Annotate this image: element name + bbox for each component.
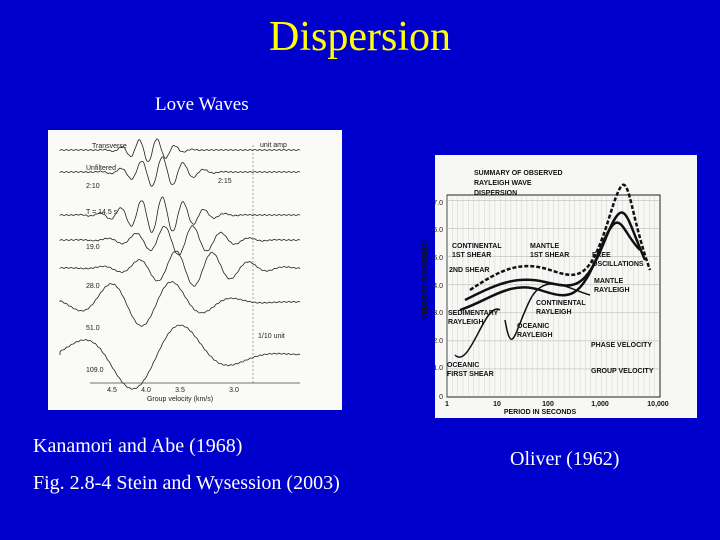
figure-title: DISPERSION [474,190,517,197]
y-tick-label: 7.0 [433,200,443,207]
x-tick-label: 4.5 [107,387,117,394]
figure-label: GROUP VELOCITY [591,368,654,375]
x-tick-label: 10,000 [647,401,669,408]
figure-label: 2:10 [86,183,100,190]
figure-label: MANTLE [530,243,559,250]
figure-label: 19.0 [86,244,100,251]
x-tick-label: 3.0 [229,387,239,394]
caption: Oliver (1962) [510,448,619,470]
trace [59,138,301,163]
figure-label: 1ST SHEAR [530,252,569,259]
trace [59,196,301,233]
x-tick-label: 10 [493,401,501,408]
x-axis-title: Group velocity (km/s) [147,396,213,403]
figure-label: SEDIMENTARY [448,310,499,317]
x-tick-label: 100 [542,401,554,408]
trace [59,156,301,187]
figure-label: 1ST SHEAR [452,252,491,259]
figure-label: 109.0 [86,367,104,374]
figure-label: MANTLE [594,278,623,285]
trace [59,250,301,287]
y-tick-label: 4.0 [433,283,443,290]
figure-label: OCEANIC [447,362,479,369]
figure-label: RAYLEIGH [448,319,484,326]
x-tick-label: 4.0 [141,387,151,394]
y-tick-label: 2.0 [433,338,443,345]
figure-label: 2:15 [218,178,232,185]
right-figure-content: 7.0 6.0 5.0 4.0 3.0 2.0 1.0 01 10 100 1,000 10,000 P… [422,170,669,416]
x-tick-label: 1 [445,401,449,408]
figure-label: Unfiltered [86,165,116,172]
x-tick-label: 1,000 [591,401,609,408]
curve [469,183,652,292]
figure-label: RAYLEIGH [594,287,630,294]
y-axis-title: VELOCITY IN KMS/SEC [422,241,429,319]
curve [464,211,647,302]
left-figure-content: Transverse unit amp Unfiltered 2:10 2:15 T = … [59,138,301,403]
trace [59,281,301,327]
trace [59,324,301,390]
figure-label: RAYLEIGH [517,332,553,339]
figure-label: 2ND SHEAR [449,267,489,274]
figure-label: 51.0 [86,325,100,332]
caption: Kanamori and Abe (1968) [33,435,242,457]
caption: Fig. 2.8-4 Stein and Wysession (2003) [33,472,340,494]
x-tick-label: 3.5 [175,387,185,394]
x-axis-title: PERIOD IN SECONDS [504,409,577,416]
figure-label: FREE [592,252,611,259]
figure-label: unit amp [260,142,287,149]
y-tick-label: 0 [439,394,443,401]
figure-label: 1/10 unit [258,333,285,340]
figure-label: Transverse [92,143,127,150]
figure-label: FIRST SHEAR [447,371,494,378]
title: Dispersion [269,14,451,60]
y-tick-label: 3.0 [433,310,443,317]
curve [504,283,591,340]
figure-label: T = 14.5 s [86,209,118,216]
figure-label: CONTINENTAL [536,300,586,307]
figure-label: OSCILLATIONS [592,261,644,268]
y-tick-label: 6.0 [433,227,443,234]
subtitle: Love Waves [155,94,249,115]
figure-title: SUMMARY OF OBSERVED [474,170,563,177]
figure-label: PHASE VELOCITY [591,342,652,349]
curve [454,308,501,358]
figure-title: RAYLEIGH WAVE [474,180,532,187]
figure-label: RAYLEIGH [536,309,572,316]
figure-label: 28.0 [86,283,100,290]
y-tick-label: 1.0 [433,365,443,372]
figure-label: CONTINENTAL [452,243,502,250]
figure-label: OCEANIC [517,323,549,330]
y-tick-label: 5.0 [433,255,443,262]
